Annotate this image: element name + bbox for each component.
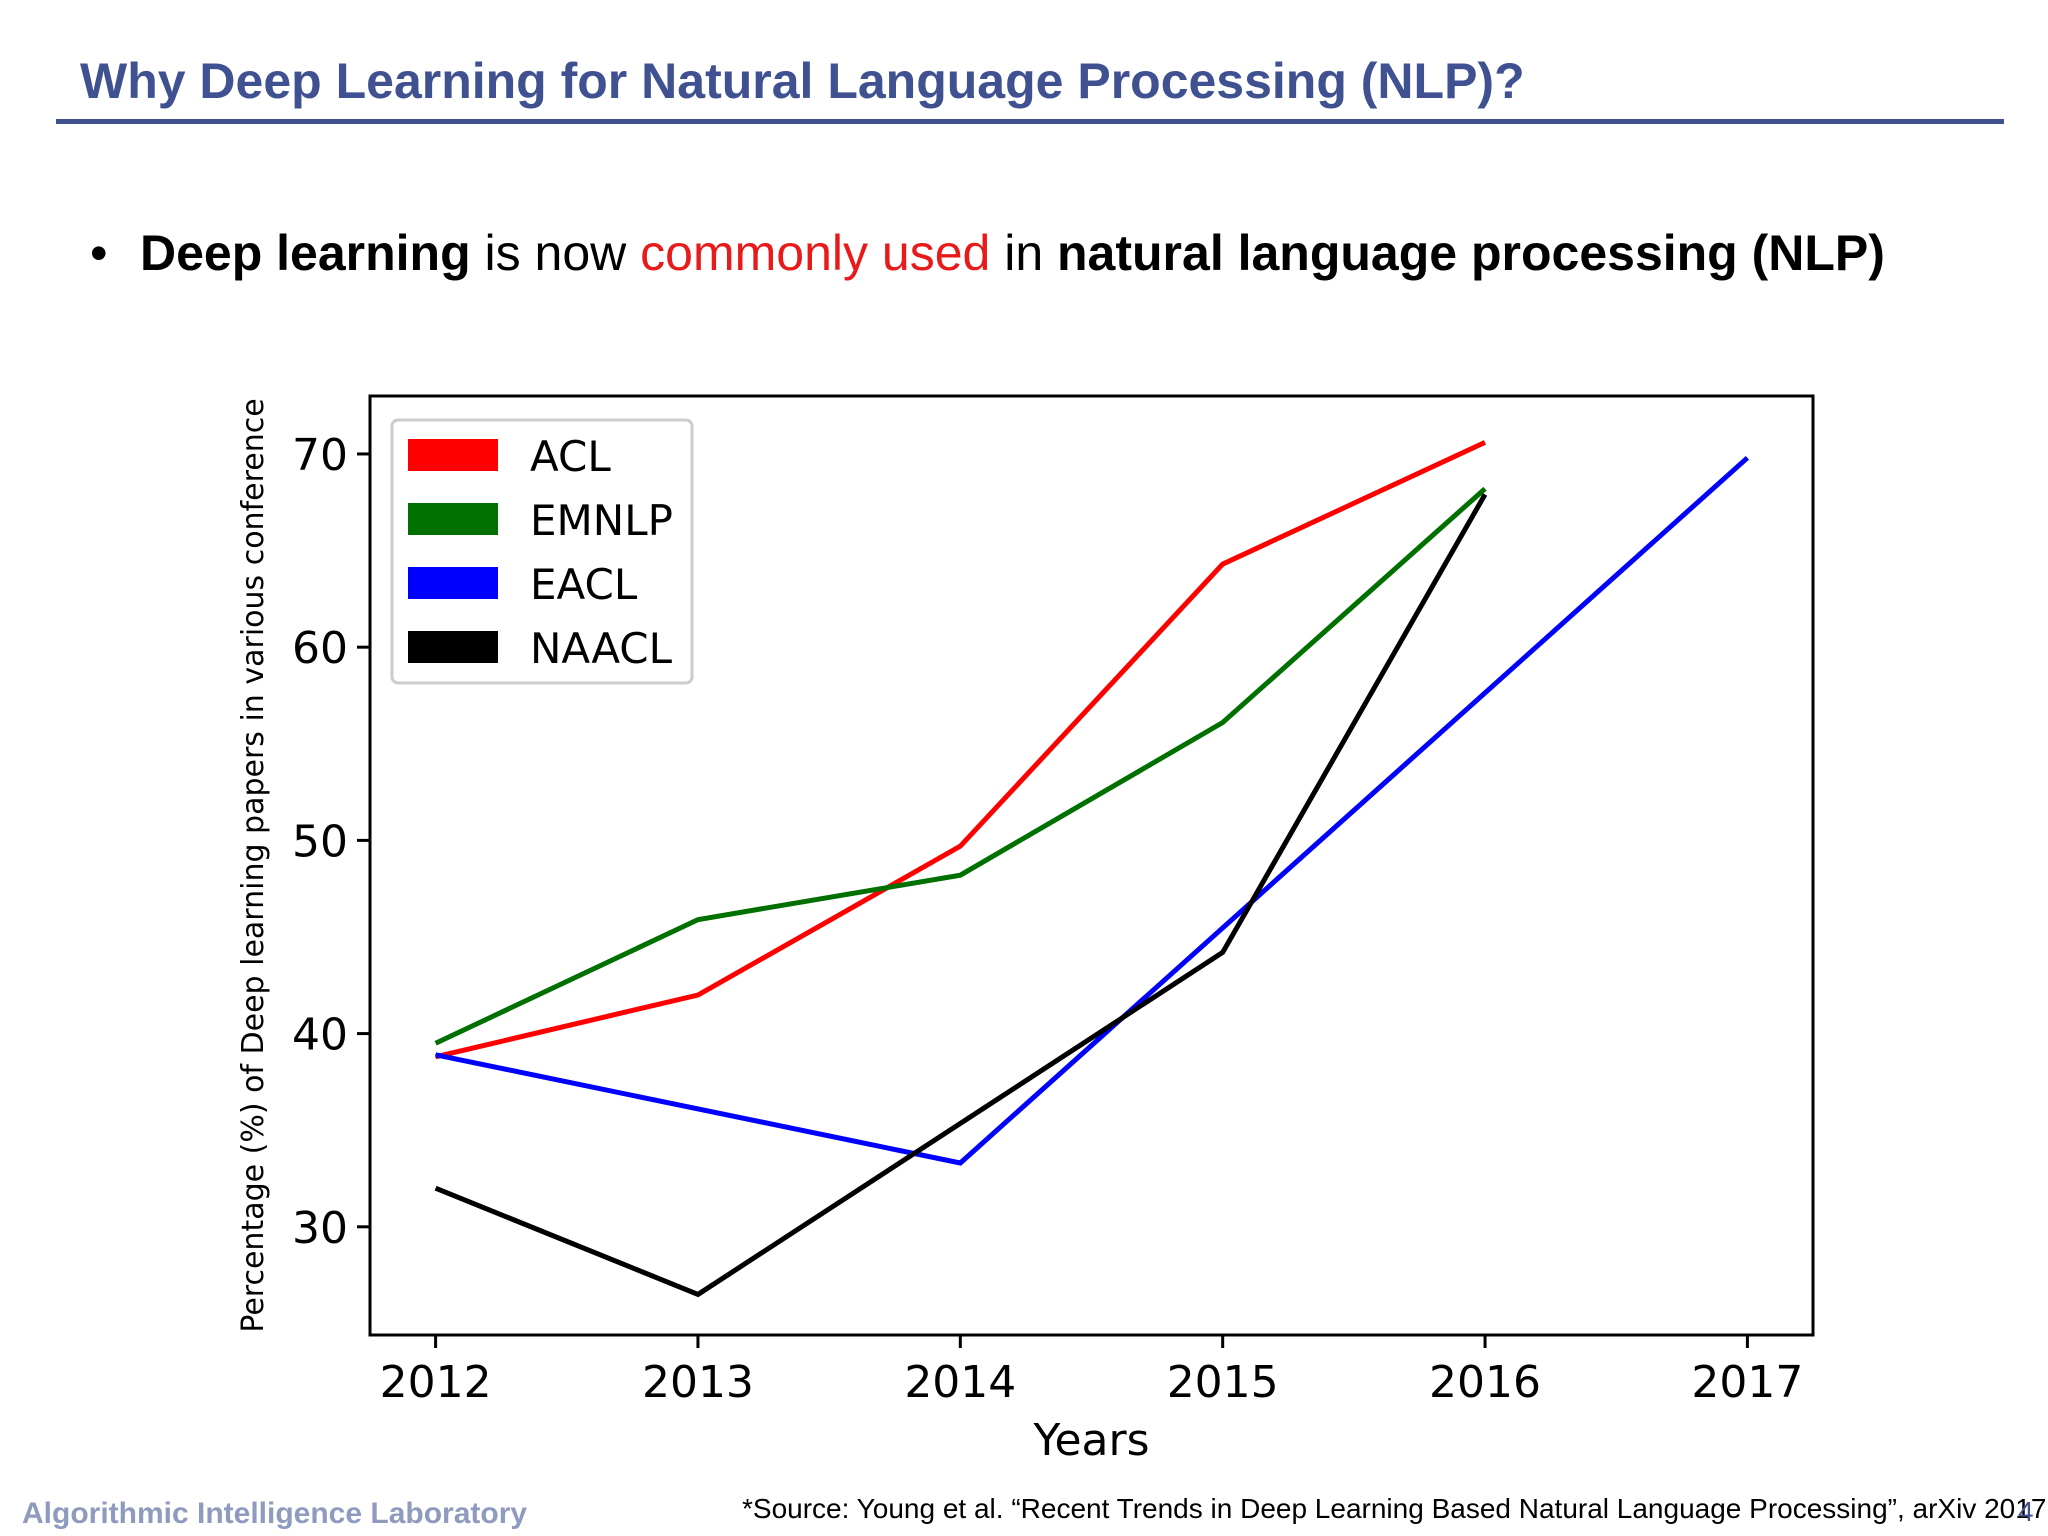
bullet-marker: • bbox=[90, 225, 108, 281]
slide-title: Why Deep Learning for Natural Language P… bbox=[80, 53, 1525, 109]
title-underline bbox=[56, 119, 2004, 124]
bullet-text-deep-learning: Deep learning bbox=[140, 225, 471, 281]
legend-swatch-eacl bbox=[408, 567, 498, 599]
y-tick-label: 50 bbox=[292, 816, 348, 867]
bullet-text-commonly-used: commonly used bbox=[640, 225, 991, 281]
bullet-text-in: in bbox=[990, 225, 1058, 281]
page-number: 4 bbox=[2018, 1496, 2034, 1527]
series-line-acl bbox=[435, 440, 1487, 1060]
y-tick-label: 60 bbox=[292, 623, 348, 674]
legend-swatch-naacl bbox=[408, 631, 498, 663]
x-tick-label: 2016 bbox=[1429, 1357, 1541, 1408]
legend-swatch-emnlp bbox=[408, 503, 498, 535]
x-tick-label: 2017 bbox=[1691, 1357, 1803, 1408]
legend-box bbox=[390, 418, 694, 685]
x-tick-label: 2015 bbox=[1167, 1357, 1279, 1408]
source-citation: *Source: Young et al. “Recent Trends in … bbox=[742, 1493, 2047, 1524]
series-line-emnlp bbox=[434, 486, 1487, 1046]
x-tick-label: 2014 bbox=[904, 1357, 1016, 1408]
series-line-eacl bbox=[435, 455, 1750, 1166]
x-tick-label: 2012 bbox=[380, 1357, 492, 1408]
y-tick-label: 30 bbox=[292, 1203, 348, 1254]
bullet-text-is-now: is now bbox=[470, 225, 641, 281]
y-axis-label: Percentage (%) of Deep learning papers i… bbox=[236, 398, 271, 1332]
x-axis-label: Years bbox=[1032, 1415, 1149, 1466]
bullet-text-nlp: natural language processing (NLP) bbox=[1057, 225, 1885, 281]
legend-label: ACL bbox=[530, 432, 611, 481]
y-tick-label: 70 bbox=[292, 430, 348, 481]
y-tick-label: 40 bbox=[292, 1010, 348, 1061]
legend-label: EACL bbox=[530, 560, 638, 609]
bullet-point: • Deep learning is now commonly used in n… bbox=[90, 224, 1885, 282]
x-tick-label: 2013 bbox=[642, 1357, 754, 1408]
series-line-naacl bbox=[434, 493, 1488, 1298]
legend-label: EMNLP bbox=[530, 496, 673, 545]
footer-lab-name: Algorithmic Intelligence Laboratory bbox=[22, 1497, 528, 1530]
legend-label: NAACL bbox=[530, 624, 673, 673]
legend-swatch-acl bbox=[408, 439, 498, 471]
